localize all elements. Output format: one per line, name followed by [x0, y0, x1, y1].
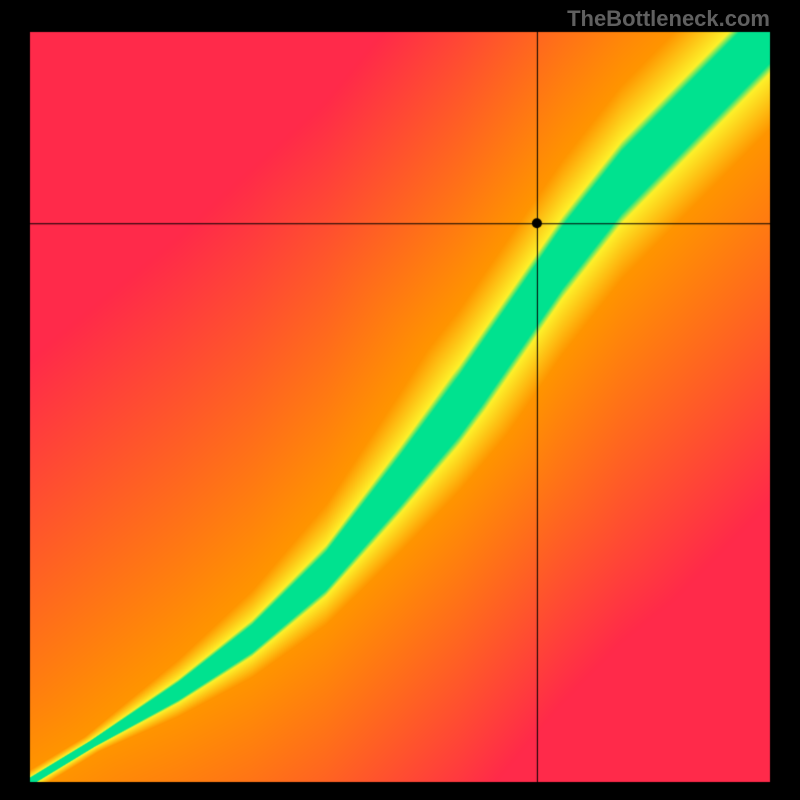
- watermark-text: TheBottleneck.com: [567, 6, 770, 32]
- chart-container: TheBottleneck.com: [0, 0, 800, 800]
- bottleneck-heatmap: [0, 0, 800, 800]
